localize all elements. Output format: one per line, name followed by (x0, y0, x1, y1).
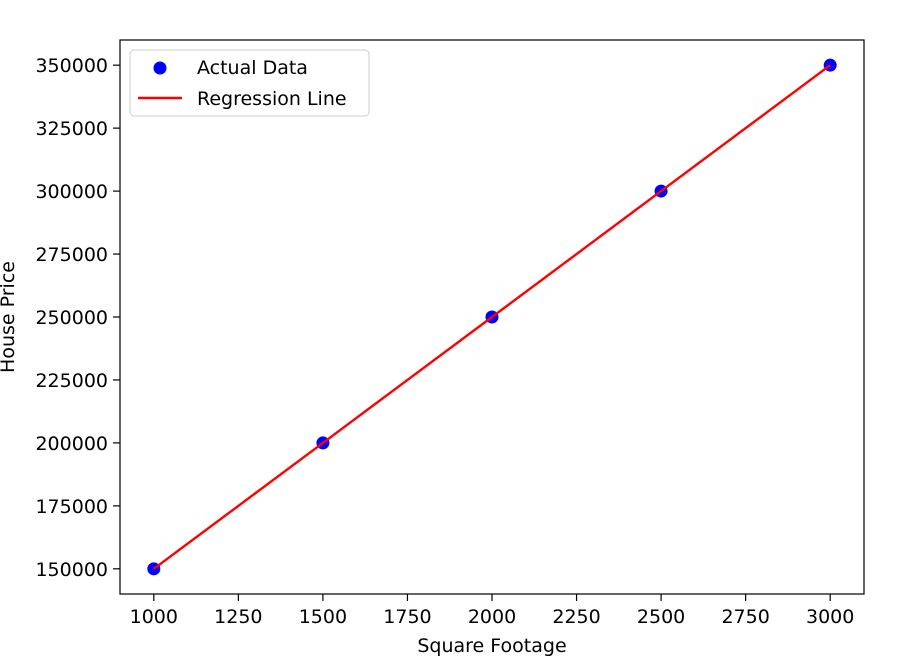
legend-label-actual-data: Actual Data (197, 57, 308, 79)
x-tick-label: 2500 (637, 606, 685, 628)
plot-frame (119, 39, 865, 595)
legend-box (129, 49, 370, 117)
y-tick-label: 225000 (35, 370, 108, 392)
legend-marker-actual-data (153, 61, 167, 75)
y-tick-label: 250000 (35, 307, 108, 329)
regression-line (153, 64, 831, 570)
x-tick-label: 2750 (721, 606, 769, 628)
x-tick-label: 1750 (383, 606, 431, 628)
x-axis-label: Square Footage (417, 635, 566, 657)
y-tick-label: 175000 (35, 496, 108, 518)
y-axis-label: House Price (0, 261, 19, 373)
y-axis-ticks: 150000 175000 200000 225000 250000 275000 3000… (35, 55, 120, 581)
x-tick-label: 1250 (214, 606, 262, 628)
y-tick-label: 350000 (35, 55, 108, 77)
y-tick-label: 300000 (35, 181, 108, 203)
x-tick-label: 2250 (552, 606, 600, 628)
y-tick-label: 325000 (35, 118, 108, 140)
legend-label-regression-line: Regression Line (197, 88, 347, 110)
x-tick-label: 1000 (130, 606, 178, 628)
x-axis-ticks: 1000 1250 1500 1750 2000 2250 2500 2750 3000 (130, 594, 854, 628)
y-tick-label: 200000 (35, 433, 108, 455)
legend: Actual Data Regression Line (129, 49, 370, 117)
x-tick-label: 3000 (806, 606, 854, 628)
y-tick-label: 150000 (35, 559, 108, 581)
series-layer (147, 58, 837, 576)
y-tick-label: 275000 (35, 244, 108, 266)
x-tick-label: 1500 (299, 606, 347, 628)
x-tick-label: 2000 (468, 606, 516, 628)
